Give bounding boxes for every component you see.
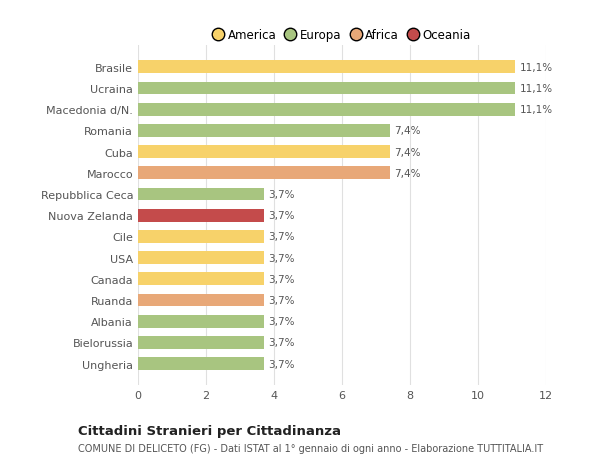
Text: 3,7%: 3,7% — [268, 274, 295, 284]
Text: Cittadini Stranieri per Cittadinanza: Cittadini Stranieri per Cittadinanza — [78, 425, 341, 437]
Text: 3,7%: 3,7% — [268, 359, 295, 369]
Text: 3,7%: 3,7% — [268, 232, 295, 242]
Bar — [138, 315, 264, 328]
Bar — [138, 188, 264, 201]
Text: 11,1%: 11,1% — [520, 84, 553, 94]
Bar — [138, 83, 515, 95]
Text: 3,7%: 3,7% — [268, 190, 295, 200]
Bar — [138, 358, 264, 370]
Text: 7,4%: 7,4% — [394, 168, 420, 179]
Bar — [138, 62, 515, 74]
Text: 7,4%: 7,4% — [394, 147, 420, 157]
Text: 3,7%: 3,7% — [268, 338, 295, 347]
Text: 3,7%: 3,7% — [268, 295, 295, 305]
Bar — [138, 230, 264, 243]
Text: COMUNE DI DELICETO (FG) - Dati ISTAT al 1° gennaio di ogni anno - Elaborazione T: COMUNE DI DELICETO (FG) - Dati ISTAT al … — [78, 443, 543, 453]
Bar — [138, 252, 264, 264]
Bar — [138, 146, 389, 159]
Bar — [138, 294, 264, 307]
Text: 3,7%: 3,7% — [268, 253, 295, 263]
Text: 3,7%: 3,7% — [268, 211, 295, 221]
Bar — [138, 125, 389, 138]
Text: 3,7%: 3,7% — [268, 317, 295, 326]
Legend: America, Europa, Africa, Oceania: America, Europa, Africa, Oceania — [209, 25, 475, 47]
Bar — [138, 167, 389, 180]
Text: 11,1%: 11,1% — [520, 105, 553, 115]
Bar — [138, 104, 515, 116]
Text: 11,1%: 11,1% — [520, 63, 553, 73]
Bar — [138, 209, 264, 222]
Bar — [138, 336, 264, 349]
Text: 7,4%: 7,4% — [394, 126, 420, 136]
Bar — [138, 273, 264, 285]
